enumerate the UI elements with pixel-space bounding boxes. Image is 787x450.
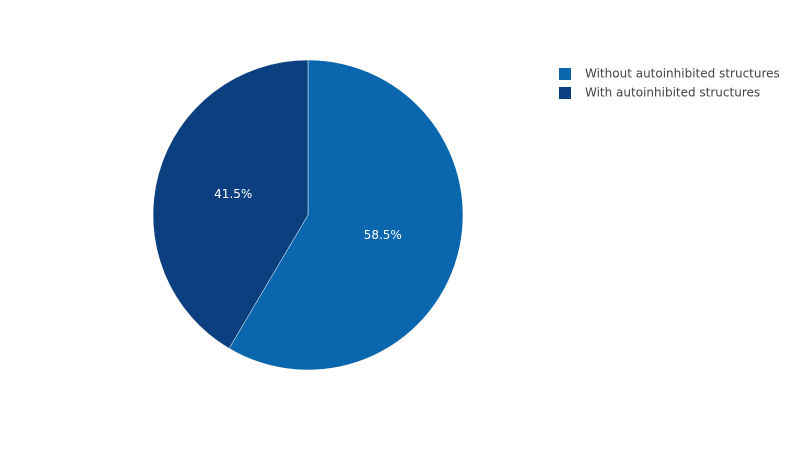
legend-marker[interactable] [559, 87, 571, 99]
pie-slice [152, 59, 309, 349]
pie-slice [228, 59, 464, 371]
legend-marker[interactable] [559, 68, 571, 80]
legend-label[interactable]: Without autoinhibited structures [585, 67, 780, 81]
slice-label: 58.5% [364, 228, 402, 242]
legend-label[interactable]: With autoinhibited structures [585, 86, 760, 100]
slice-label: 41.5% [214, 187, 252, 201]
